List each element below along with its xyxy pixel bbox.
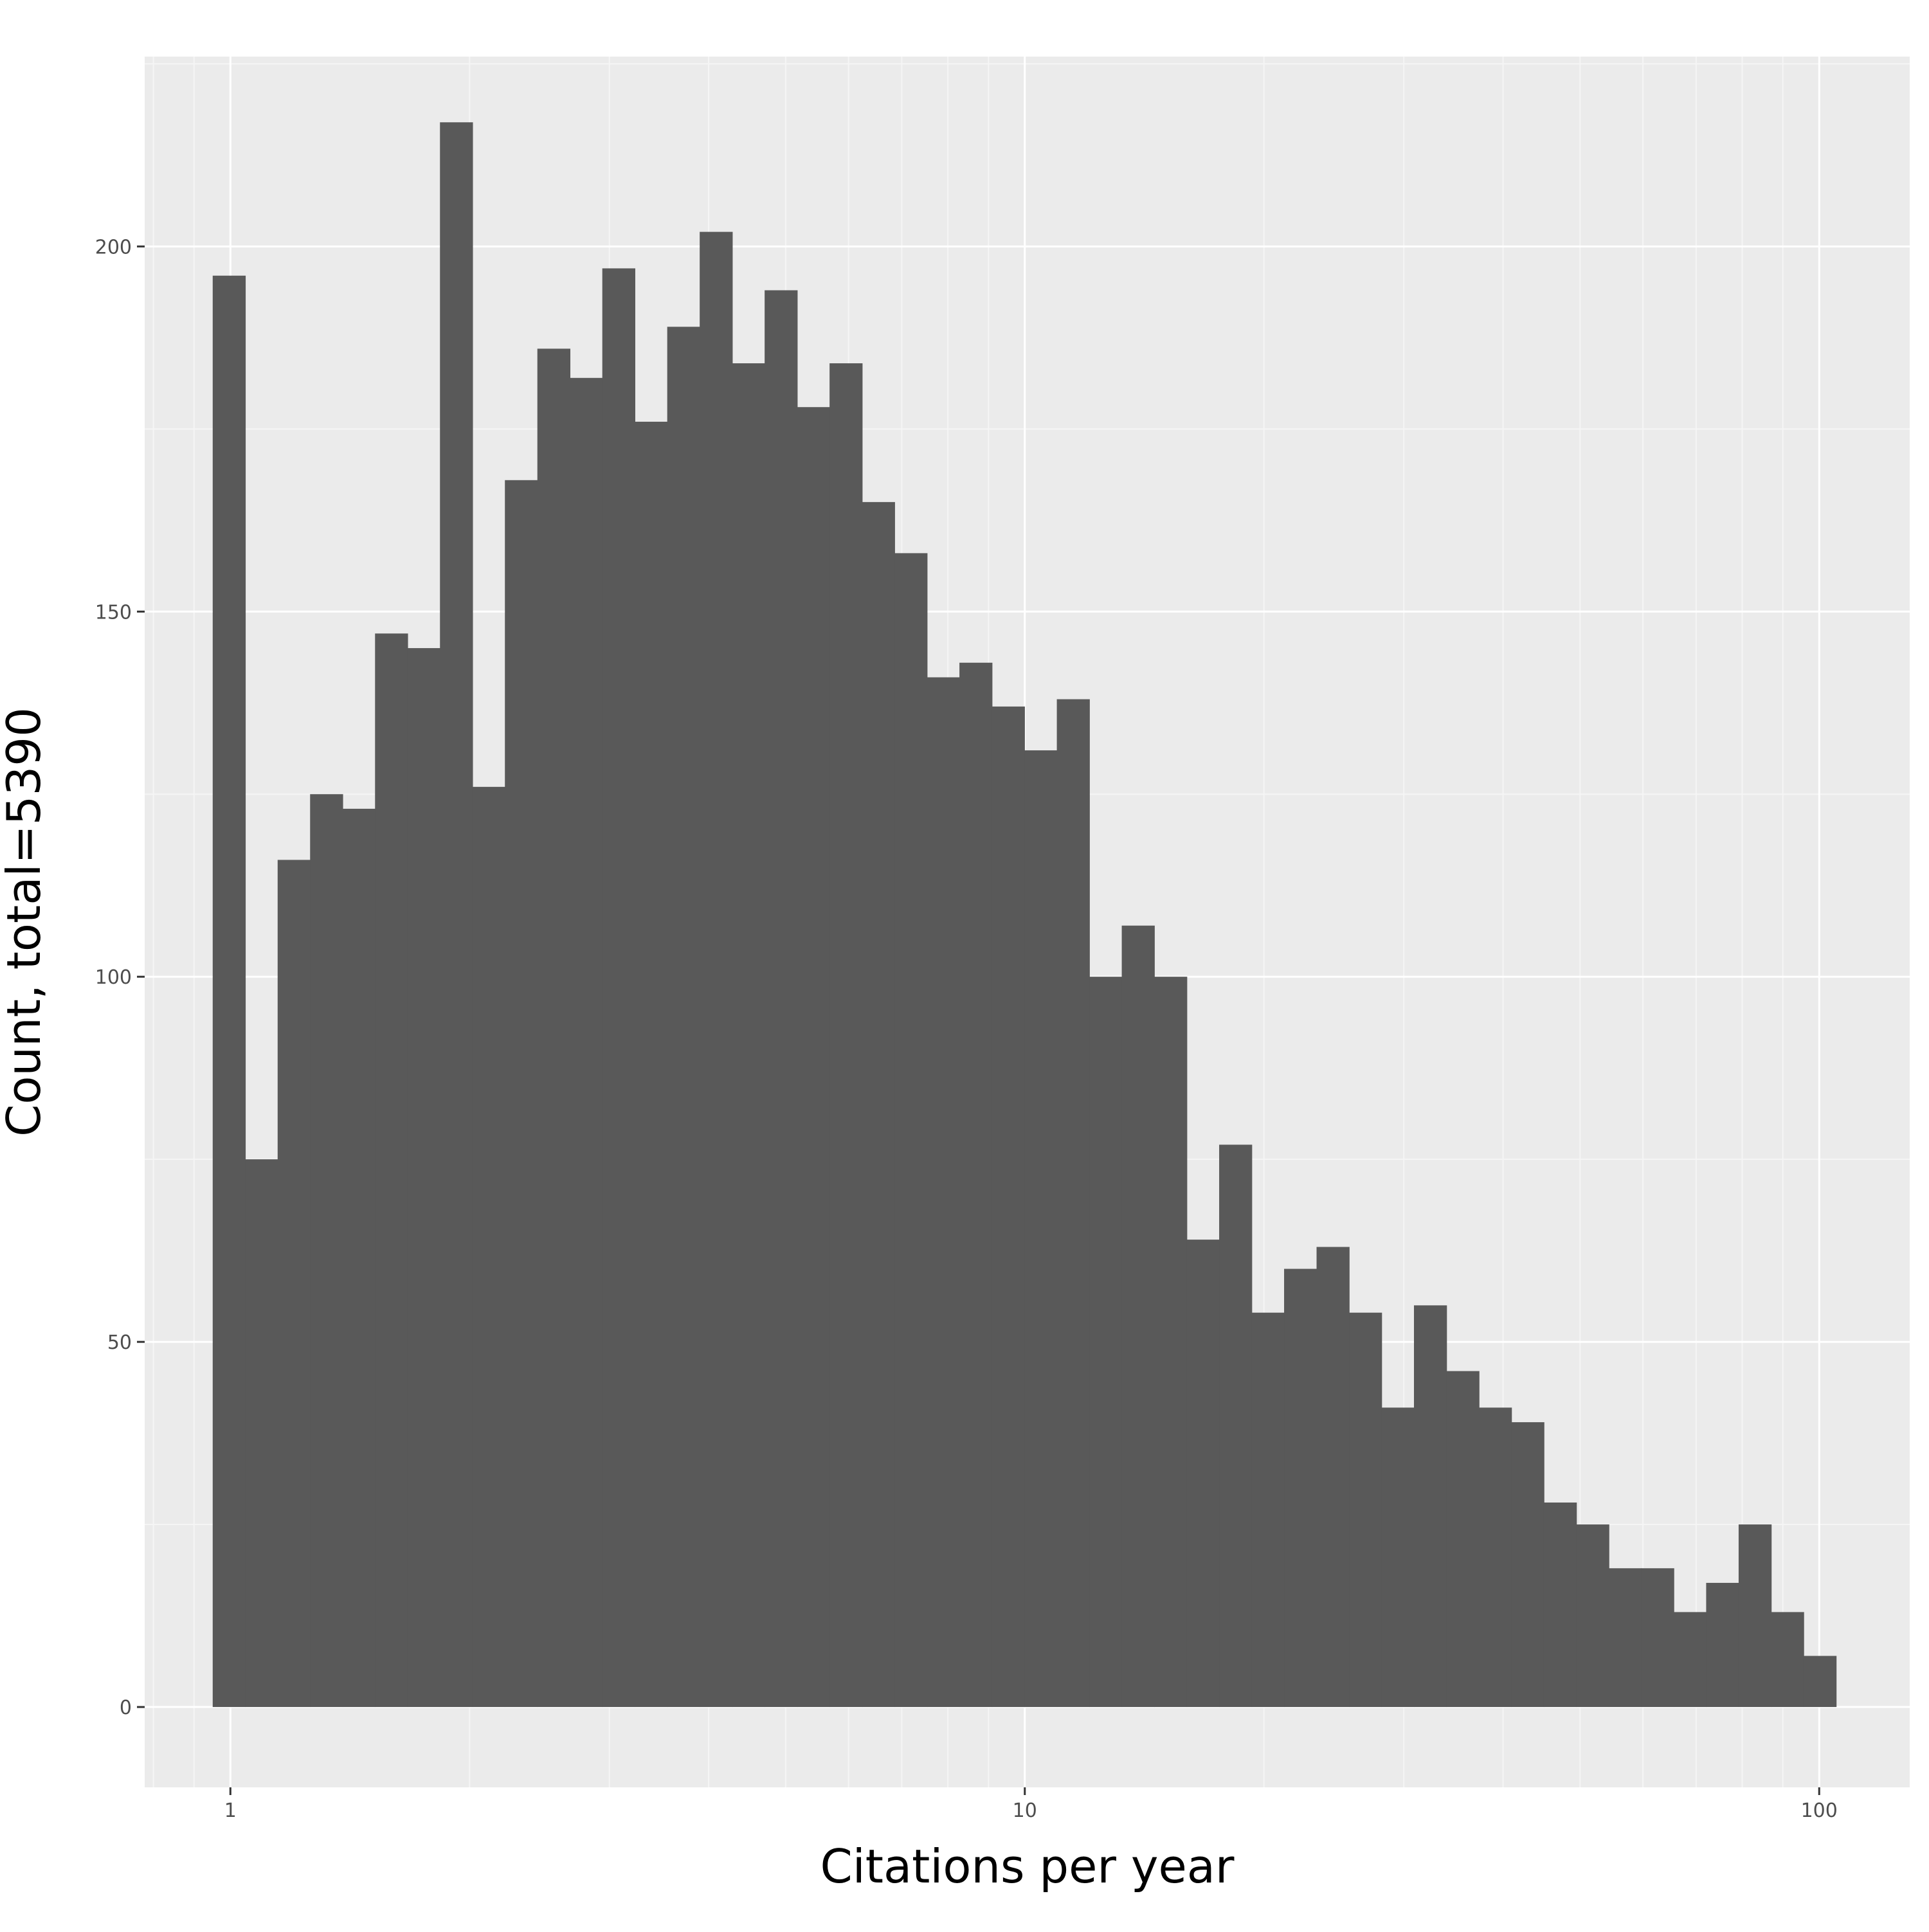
y-tick-label: 200 bbox=[95, 236, 132, 258]
y-tick-label: 50 bbox=[107, 1332, 132, 1354]
histogram-bar bbox=[212, 275, 246, 1708]
histogram-bar bbox=[1316, 1247, 1350, 1708]
histogram-bar bbox=[472, 786, 506, 1708]
y-tick-label: 100 bbox=[95, 966, 132, 989]
histogram-bar bbox=[310, 794, 343, 1708]
histogram-bar bbox=[700, 231, 733, 1708]
histogram-bar bbox=[1251, 1312, 1285, 1708]
histogram-bar bbox=[1706, 1582, 1739, 1708]
histogram-bar bbox=[927, 677, 960, 1708]
histogram-bar bbox=[1056, 699, 1090, 1708]
histogram-bar bbox=[602, 268, 635, 1708]
histogram-bar bbox=[1478, 1407, 1512, 1708]
x-axis-title: Citations per year bbox=[820, 1839, 1234, 1893]
histogram-bar bbox=[1186, 1240, 1220, 1708]
histogram-bar bbox=[894, 553, 928, 1708]
histogram-bar bbox=[797, 407, 830, 1708]
histogram-bar bbox=[1608, 1568, 1642, 1708]
histogram-bar bbox=[1803, 1656, 1837, 1708]
histogram-bar bbox=[1771, 1612, 1804, 1708]
histogram-bar bbox=[277, 860, 311, 1708]
histogram-bar bbox=[1154, 977, 1188, 1708]
histogram-bar bbox=[765, 290, 798, 1708]
y-axis-title: Count, total=5390 bbox=[0, 707, 51, 1137]
histogram-bar bbox=[1738, 1524, 1772, 1708]
histogram-bar bbox=[245, 1159, 278, 1708]
histogram-bar bbox=[1414, 1305, 1447, 1708]
histogram-bar bbox=[862, 501, 895, 1708]
histogram-bar bbox=[1446, 1371, 1480, 1708]
histogram-bar bbox=[1219, 1144, 1253, 1708]
y-axis-ticks: 0 50 100 150 200 bbox=[95, 236, 145, 1719]
histogram-bar bbox=[635, 421, 668, 1708]
histogram-bar bbox=[1349, 1312, 1382, 1708]
histogram-bar bbox=[342, 808, 376, 1708]
histogram-bar bbox=[537, 348, 571, 1708]
histogram-bar bbox=[1641, 1568, 1674, 1708]
histogram-bar bbox=[1284, 1268, 1318, 1708]
histogram-bar bbox=[667, 327, 700, 1708]
x-tick-label: 100 bbox=[1801, 1800, 1838, 1822]
x-tick-label: 1 bbox=[224, 1800, 237, 1822]
y-tick-label: 150 bbox=[95, 601, 132, 624]
histogram-bars bbox=[212, 122, 1837, 1708]
histogram-bar bbox=[959, 662, 993, 1708]
histogram-bar bbox=[375, 633, 408, 1708]
histogram-bar bbox=[440, 122, 473, 1708]
histogram-bar bbox=[1121, 925, 1155, 1708]
histogram-bar bbox=[992, 706, 1025, 1708]
histogram-bar bbox=[829, 363, 863, 1708]
histogram-bar bbox=[570, 377, 603, 1708]
histogram-bar bbox=[505, 480, 538, 1708]
histogram-bar bbox=[1543, 1503, 1577, 1708]
histogram-bar bbox=[1576, 1524, 1609, 1708]
y-tick-label: 0 bbox=[120, 1697, 132, 1719]
histogram-bar bbox=[732, 363, 765, 1708]
histogram-bar bbox=[1673, 1612, 1707, 1708]
histogram-bar bbox=[1381, 1407, 1415, 1708]
x-axis-ticks: 1 10 100 bbox=[224, 1787, 1838, 1822]
histogram-bar bbox=[407, 648, 441, 1708]
histogram-bar bbox=[1089, 977, 1123, 1708]
x-tick-label: 10 bbox=[1013, 1800, 1037, 1822]
histogram-bar bbox=[1024, 750, 1058, 1708]
histogram-bar bbox=[1511, 1422, 1544, 1708]
